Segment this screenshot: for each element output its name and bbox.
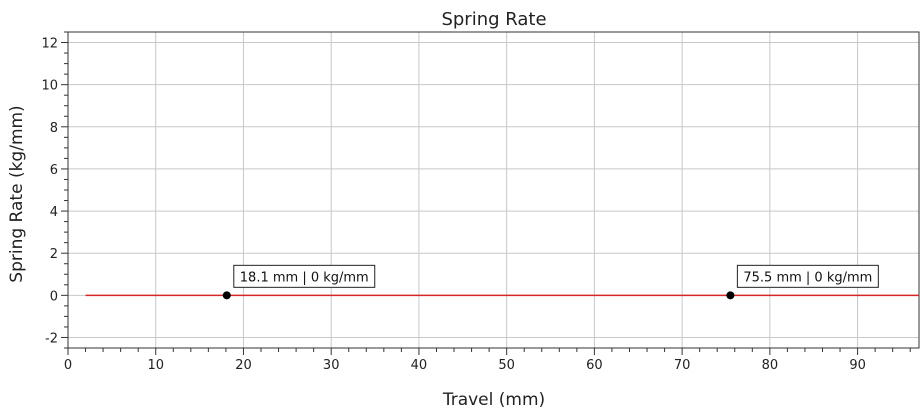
y-axis-title: Spring Rate (kg/mm) — [7, 105, 27, 282]
y-tick-label: -2 — [45, 331, 58, 346]
x-tick-label: 20 — [235, 358, 252, 373]
y-tick-label: 12 — [41, 37, 58, 52]
axes: 0 10 20 30 40 50 60 70 80 90 -2 0 2 4 6 8 10 12 — [41, 31, 920, 373]
marker-point — [726, 291, 735, 300]
marker-point — [222, 291, 231, 300]
x-tick-label: 90 — [849, 358, 866, 373]
y-tick-label: 8 — [50, 121, 58, 136]
x-tick-label: 0 — [64, 358, 72, 373]
marker-layer: 18.1 mm | 0 kg/mm 75.5 mm | 0 kg/mm — [222, 264, 879, 300]
y-tick-label: 10 — [41, 79, 58, 94]
x-tick-label: 30 — [323, 358, 340, 373]
y-tick-label: 4 — [50, 205, 58, 220]
chart-title: Spring Rate — [441, 9, 546, 30]
x-tick-label: 70 — [674, 358, 691, 373]
marker-label-box — [233, 264, 376, 288]
grid — [68, 32, 919, 348]
marker-label: 75.5 mm | 0 kg/mm — [743, 270, 872, 285]
y-tick-label: 0 — [50, 289, 58, 304]
x-tick-label: 10 — [147, 358, 164, 373]
x-tick-label: 60 — [586, 358, 603, 373]
x-tick-label: 80 — [762, 358, 779, 373]
marker-label: 18.1 mm | 0 kg/mm — [240, 270, 369, 285]
x-tick-label: 40 — [411, 358, 428, 373]
x-axis-title: Travel (mm) — [442, 390, 545, 410]
marker-label-box — [736, 264, 879, 288]
plot-frame — [67, 31, 920, 349]
x-tick-label: 50 — [498, 358, 515, 373]
y-tick-label: 2 — [50, 247, 58, 262]
y-tick-label: 6 — [50, 163, 58, 178]
